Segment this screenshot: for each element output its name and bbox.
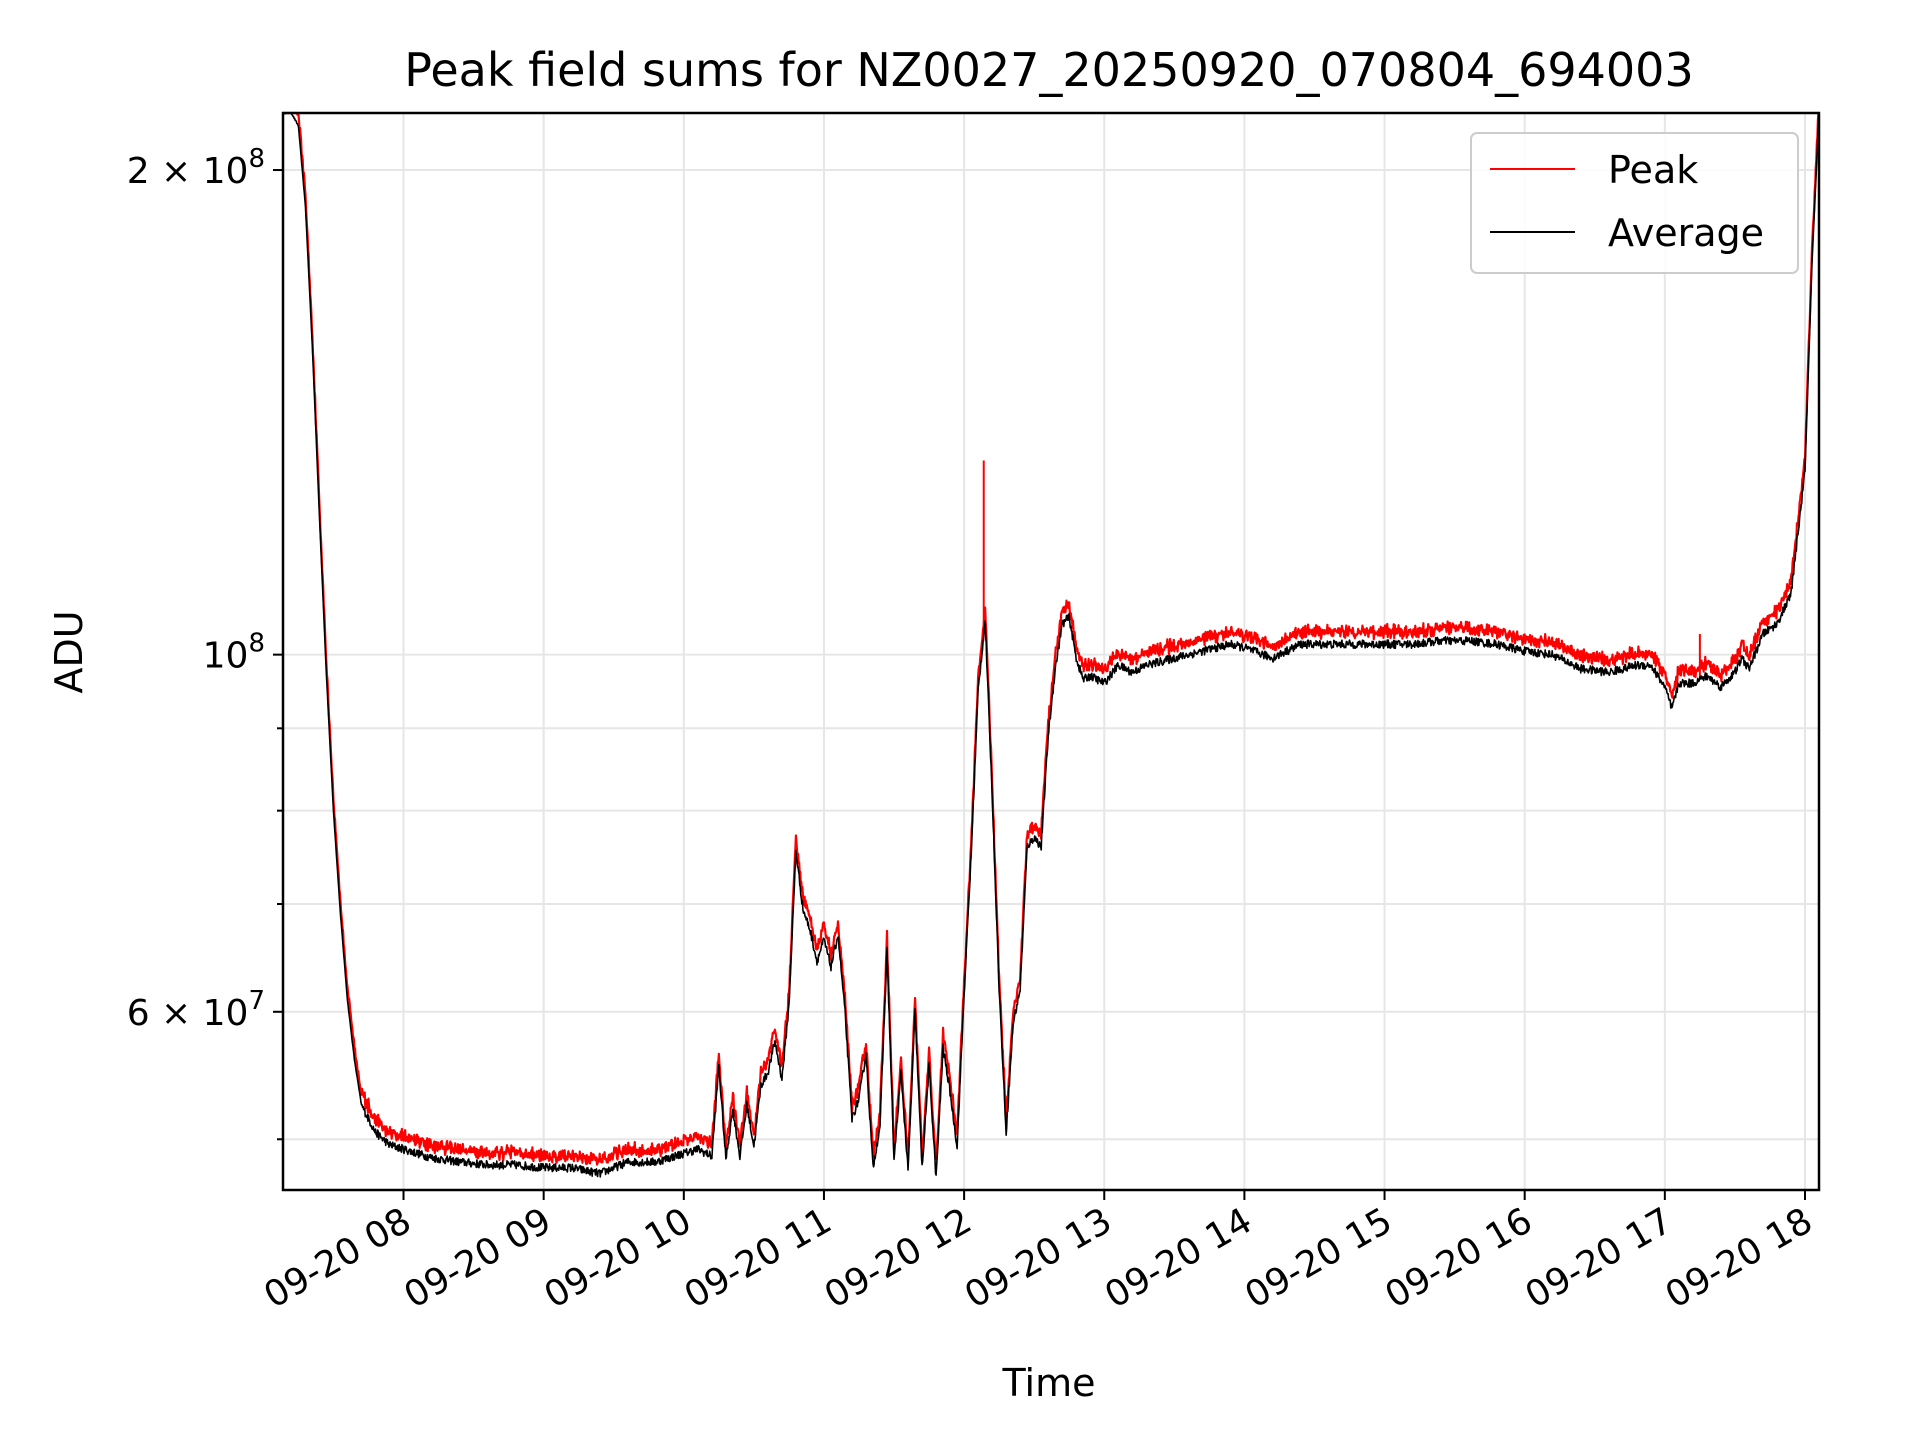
y-tick-exponent: 8 xyxy=(248,629,265,659)
y-tick-mantissa: 2 × 10 xyxy=(127,151,249,192)
y-tick-exponent: 7 xyxy=(248,986,265,1016)
y-tick-label: 2 × 108 xyxy=(127,144,265,192)
legend-label-average: Average xyxy=(1608,211,1764,255)
y-tick-exponent: 8 xyxy=(248,144,265,174)
y-tick-label: 6 × 107 xyxy=(127,986,265,1034)
series-line-average xyxy=(282,112,1820,1178)
plot-lines xyxy=(282,111,1820,1178)
legend-label-peak: Peak xyxy=(1608,148,1698,192)
chart-title: Peak field sums for NZ0027_20250920_0708… xyxy=(404,43,1693,97)
x-axis-label: Time xyxy=(1002,1361,1096,1405)
y-tick-label: 108 xyxy=(203,629,265,677)
grid xyxy=(283,113,1819,1190)
plot-frame xyxy=(281,111,1821,1192)
y-tick-mantissa: 6 × 10 xyxy=(127,993,249,1034)
y-tick-mantissa: 10 xyxy=(203,636,249,677)
y-axis-label: ADU xyxy=(47,610,91,693)
legend: Peak Average xyxy=(1470,132,1799,274)
